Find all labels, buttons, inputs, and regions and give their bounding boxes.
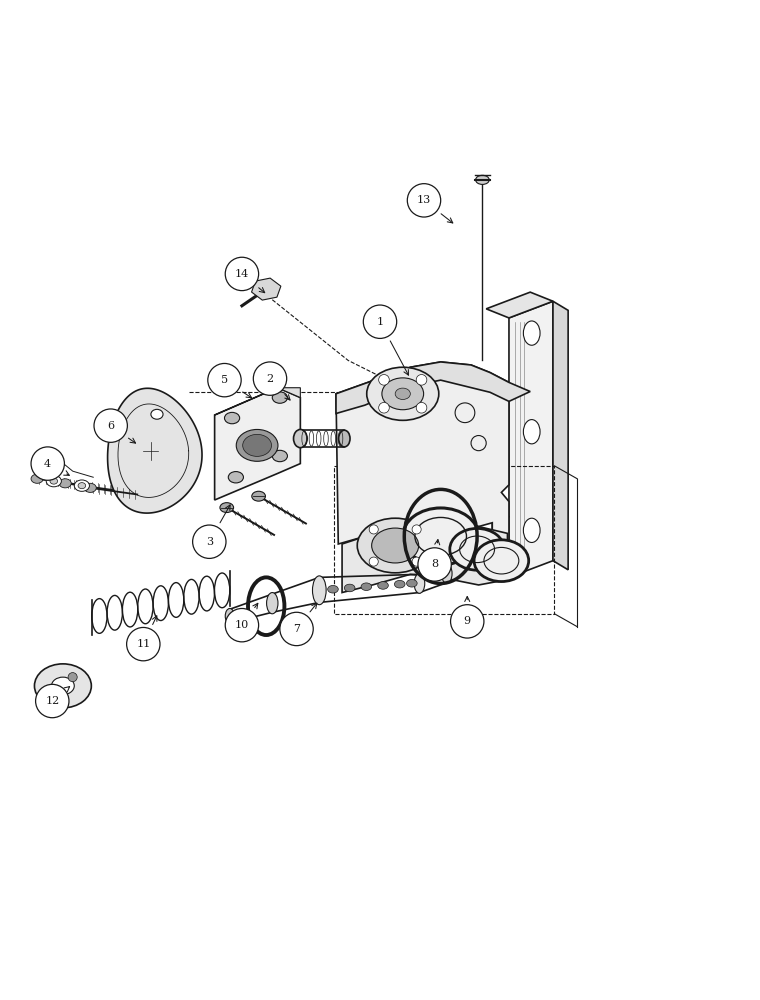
Circle shape (31, 447, 65, 480)
Ellipse shape (225, 608, 234, 624)
Ellipse shape (84, 483, 97, 492)
Polygon shape (108, 388, 202, 513)
Ellipse shape (34, 664, 91, 708)
Text: 12: 12 (45, 696, 59, 706)
Circle shape (36, 684, 69, 718)
Polygon shape (336, 362, 530, 414)
Polygon shape (214, 388, 300, 415)
Ellipse shape (524, 321, 540, 345)
Ellipse shape (228, 472, 243, 483)
Ellipse shape (224, 412, 239, 424)
Polygon shape (252, 278, 281, 300)
Ellipse shape (474, 540, 529, 582)
Ellipse shape (450, 528, 505, 570)
Circle shape (49, 690, 58, 699)
Ellipse shape (382, 378, 423, 410)
Circle shape (412, 557, 421, 566)
Ellipse shape (267, 593, 278, 614)
Circle shape (225, 608, 258, 642)
Circle shape (207, 363, 241, 397)
Ellipse shape (220, 503, 233, 513)
Ellipse shape (372, 528, 419, 563)
Ellipse shape (50, 478, 58, 484)
Polygon shape (509, 301, 553, 577)
Ellipse shape (272, 450, 287, 462)
Ellipse shape (394, 580, 405, 588)
Ellipse shape (357, 518, 433, 573)
Ellipse shape (151, 409, 163, 419)
Ellipse shape (242, 434, 271, 456)
Circle shape (280, 612, 313, 646)
Ellipse shape (367, 367, 439, 420)
Circle shape (68, 673, 78, 682)
Ellipse shape (272, 392, 287, 403)
Text: 3: 3 (206, 537, 213, 547)
Ellipse shape (403, 508, 479, 565)
Circle shape (416, 375, 427, 385)
Text: 13: 13 (417, 195, 431, 205)
Circle shape (416, 402, 427, 413)
Circle shape (412, 525, 421, 534)
Ellipse shape (361, 583, 372, 591)
Ellipse shape (407, 579, 417, 587)
Ellipse shape (59, 479, 71, 488)
Text: 10: 10 (235, 620, 249, 630)
Circle shape (127, 627, 160, 661)
Ellipse shape (344, 584, 355, 592)
Ellipse shape (74, 480, 90, 491)
Circle shape (369, 557, 378, 566)
Text: 9: 9 (464, 616, 470, 626)
Polygon shape (342, 517, 508, 593)
Ellipse shape (52, 677, 74, 695)
Ellipse shape (395, 388, 410, 399)
Text: 6: 6 (107, 421, 114, 431)
Ellipse shape (378, 582, 388, 589)
Circle shape (369, 525, 378, 534)
Ellipse shape (31, 474, 43, 483)
Text: 1: 1 (376, 317, 384, 327)
Ellipse shape (524, 518, 540, 542)
Circle shape (94, 409, 128, 442)
Circle shape (363, 305, 397, 338)
Ellipse shape (46, 475, 62, 487)
Ellipse shape (476, 175, 489, 184)
Ellipse shape (252, 491, 265, 501)
Text: 11: 11 (136, 639, 150, 649)
Text: 4: 4 (44, 459, 51, 469)
Text: 2: 2 (267, 374, 274, 384)
Ellipse shape (524, 420, 540, 444)
Ellipse shape (293, 429, 307, 448)
Circle shape (407, 184, 441, 217)
Text: 5: 5 (221, 375, 228, 385)
Ellipse shape (328, 585, 338, 593)
Polygon shape (214, 388, 300, 500)
Circle shape (192, 525, 226, 558)
Polygon shape (486, 292, 553, 318)
Polygon shape (553, 301, 568, 570)
Circle shape (253, 362, 287, 395)
Circle shape (451, 605, 484, 638)
Ellipse shape (236, 429, 278, 461)
Ellipse shape (339, 430, 350, 447)
Ellipse shape (442, 564, 452, 583)
Ellipse shape (78, 483, 86, 489)
Circle shape (378, 375, 389, 385)
Ellipse shape (414, 574, 425, 593)
Text: 7: 7 (293, 624, 300, 634)
Circle shape (418, 548, 451, 581)
Polygon shape (336, 362, 509, 552)
Text: 8: 8 (431, 559, 439, 569)
Text: 14: 14 (235, 269, 249, 279)
Circle shape (225, 257, 258, 291)
Circle shape (378, 402, 389, 413)
Ellipse shape (312, 576, 326, 605)
